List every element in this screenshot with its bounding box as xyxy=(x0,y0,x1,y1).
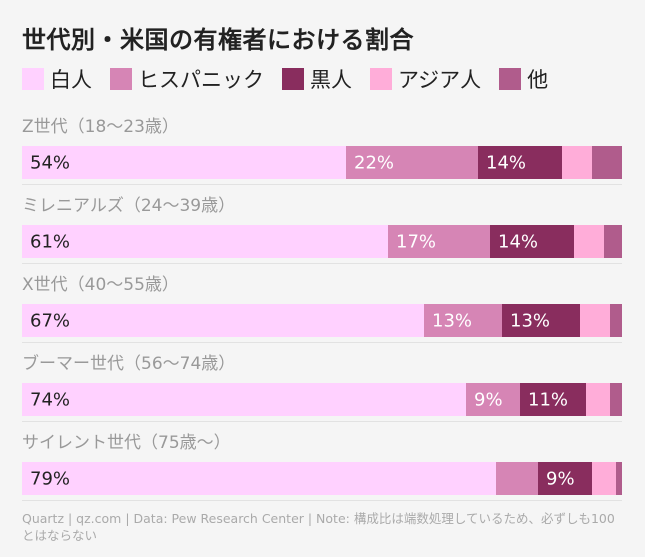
bar-segment: 9% xyxy=(538,462,592,495)
category-label: Z世代（18〜23歳） xyxy=(22,117,179,137)
legend-item: ヒスパニック xyxy=(110,64,264,94)
bar-segment: 22% xyxy=(346,146,478,179)
stacked-bar: 67% 13% 13% xyxy=(22,304,622,337)
legend-item: 他 xyxy=(499,64,548,94)
bar-segment xyxy=(586,383,610,416)
stacked-bar: 54% 22% 14% xyxy=(22,146,622,179)
bar-group: X世代（40〜55歳） 67% 13% 13% xyxy=(22,270,623,349)
bar-segment: 67% xyxy=(22,304,424,337)
row-divider xyxy=(22,184,622,185)
bar-group: ブーマー世代（56〜74歳） 74% 9% 11% xyxy=(22,349,623,428)
chart-title: 世代別・米国の有権者における割合 xyxy=(22,26,414,54)
bar-segment: 61% xyxy=(22,225,388,258)
category-label: X世代（40〜55歳） xyxy=(22,275,179,295)
category-label: ブーマー世代（56〜74歳） xyxy=(22,354,236,374)
bar-group: サイレント世代（75歳〜） 79% 9% xyxy=(22,428,623,507)
legend-swatch xyxy=(370,68,392,90)
stacked-bar: 74% 9% 11% xyxy=(22,383,622,416)
data-label: 9% xyxy=(546,468,575,489)
data-label: 13% xyxy=(432,310,473,331)
bar-segment xyxy=(616,462,622,495)
data-label: 14% xyxy=(498,231,539,252)
bar-segment: 14% xyxy=(490,225,574,258)
bar-segment: 17% xyxy=(388,225,490,258)
legend-swatch xyxy=(282,68,304,90)
legend-swatch xyxy=(110,68,132,90)
data-label: 17% xyxy=(396,231,437,252)
bar-group: ミレニアルズ（24〜39歳） 61% 17% 14% xyxy=(22,191,623,270)
bar-segment xyxy=(592,462,616,495)
stacked-bar: 61% 17% 14% xyxy=(22,225,622,258)
bar-segment xyxy=(592,146,622,179)
bar-groups: Z世代（18〜23歳） 54% 22% 14% ミレニアルズ（24〜39歳） 61% 17%… xyxy=(22,112,623,507)
legend-label: 黒人 xyxy=(310,68,352,92)
bar-segment xyxy=(610,383,622,416)
legend-swatch xyxy=(499,68,522,90)
data-label: 9% xyxy=(474,389,503,410)
data-label: 79% xyxy=(30,468,71,489)
row-divider xyxy=(22,421,622,422)
data-label: 13% xyxy=(510,310,551,331)
data-label: 22% xyxy=(354,152,395,173)
data-label: 11% xyxy=(528,389,569,410)
bar-segment: 79% xyxy=(22,462,496,495)
legend-label: 白人 xyxy=(50,68,92,92)
bar-segment xyxy=(562,146,592,179)
category-label: サイレント世代（75歳〜） xyxy=(22,433,231,453)
category-label: ミレニアルズ（24〜39歳） xyxy=(22,196,236,216)
legend-item: 黒人 xyxy=(282,64,352,94)
row-divider xyxy=(22,263,622,264)
bar-segment: 13% xyxy=(424,304,502,337)
data-label: 54% xyxy=(30,152,71,173)
bar-group: Z世代（18〜23歳） 54% 22% 14% xyxy=(22,112,623,191)
bar-segment: 54% xyxy=(22,146,346,179)
legend-swatch xyxy=(22,68,44,90)
legend-item: 白人 xyxy=(22,64,92,94)
legend: 白人 ヒスパニック 黒人 アジア人 他 xyxy=(22,64,635,94)
legend-label: 他 xyxy=(527,68,549,92)
data-label: 67% xyxy=(30,310,71,331)
bar-segment xyxy=(610,304,622,337)
legend-label: アジア人 xyxy=(398,68,482,92)
bar-segment xyxy=(574,225,604,258)
bar-segment: 11% xyxy=(520,383,586,416)
source-footer: Quartz | qz.com | Data: Pew Research Cen… xyxy=(22,511,615,543)
bar-segment: 74% xyxy=(22,383,466,416)
bar-segment xyxy=(604,225,622,258)
legend-item: アジア人 xyxy=(370,64,481,94)
row-divider xyxy=(22,342,622,343)
data-label: 14% xyxy=(486,152,527,173)
bar-segment: 13% xyxy=(502,304,580,337)
bar-segment xyxy=(496,462,538,495)
bar-segment: 14% xyxy=(478,146,562,179)
bar-segment xyxy=(580,304,610,337)
data-label: 61% xyxy=(30,231,71,252)
row-divider xyxy=(22,500,622,501)
stacked-bar: 79% 9% xyxy=(22,462,622,495)
bar-segment: 9% xyxy=(466,383,520,416)
legend-label: ヒスパニック xyxy=(138,68,264,92)
data-label: 74% xyxy=(30,389,71,410)
